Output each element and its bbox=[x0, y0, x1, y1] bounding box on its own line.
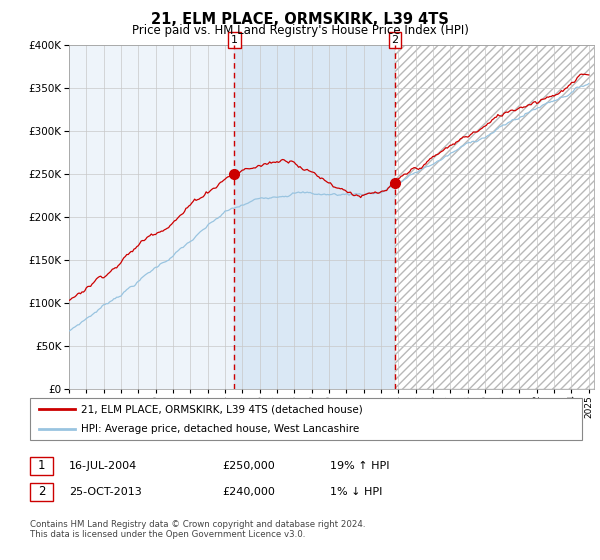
Text: 1% ↓ HPI: 1% ↓ HPI bbox=[330, 487, 382, 497]
Text: 21, ELM PLACE, ORMSKIRK, L39 4TS (detached house): 21, ELM PLACE, ORMSKIRK, L39 4TS (detach… bbox=[81, 404, 363, 414]
Bar bbox=[395, 45, 600, 389]
Text: Contains HM Land Registry data © Crown copyright and database right 2024.
This d: Contains HM Land Registry data © Crown c… bbox=[30, 520, 365, 539]
Text: 1: 1 bbox=[231, 35, 238, 45]
Text: 21, ELM PLACE, ORMSKIRK, L39 4TS: 21, ELM PLACE, ORMSKIRK, L39 4TS bbox=[151, 12, 449, 27]
Bar bbox=[234, 45, 395, 389]
Text: HPI: Average price, detached house, West Lancashire: HPI: Average price, detached house, West… bbox=[81, 424, 359, 434]
Text: 2: 2 bbox=[38, 485, 45, 498]
Text: 2: 2 bbox=[392, 35, 398, 45]
Text: 16-JUL-2004: 16-JUL-2004 bbox=[69, 461, 137, 471]
Text: 19% ↑ HPI: 19% ↑ HPI bbox=[330, 461, 389, 471]
Text: Price paid vs. HM Land Registry's House Price Index (HPI): Price paid vs. HM Land Registry's House … bbox=[131, 24, 469, 36]
Text: £250,000: £250,000 bbox=[222, 461, 275, 471]
Text: £240,000: £240,000 bbox=[222, 487, 275, 497]
Text: 1: 1 bbox=[38, 459, 45, 473]
Text: 25-OCT-2013: 25-OCT-2013 bbox=[69, 487, 142, 497]
